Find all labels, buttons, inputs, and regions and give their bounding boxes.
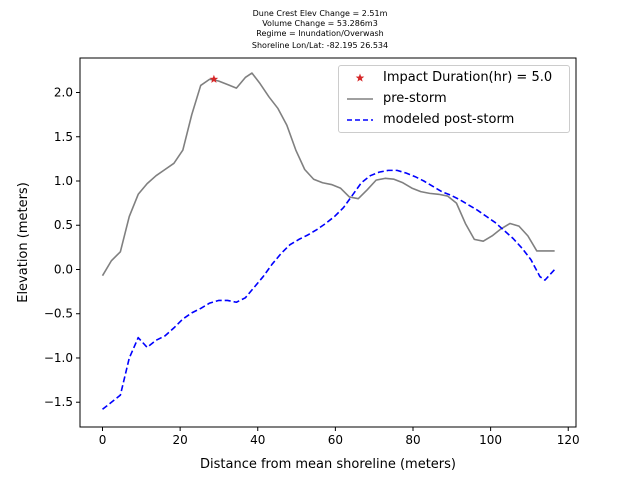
y-tick-label: 2.0 — [54, 86, 73, 100]
plot-frame — [79, 57, 577, 428]
x-tick-label: 20 — [172, 433, 187, 447]
title-line-4: Shoreline Lon/Lat: -82.195 26.534 — [251, 41, 389, 50]
legend-label: pre-storm — [383, 91, 447, 106]
series-layer — [101, 72, 556, 410]
y-tick-label: 1.5 — [54, 130, 73, 144]
x-axis: 0 20 40 60 80 100 120 — [99, 427, 580, 447]
series-line-post-storm — [102, 169, 556, 410]
y-tick-label: 1.0 — [54, 174, 73, 188]
y-tick-label: −0.5 — [44, 307, 73, 321]
legend: Impact Duration(hr) = 5.0 pre-storm mode… — [338, 65, 570, 133]
legend-label: modeled post-storm — [383, 112, 515, 127]
legend-label: Impact Duration(hr) = 5.0 — [383, 70, 553, 85]
x-tick-label: 100 — [479, 433, 502, 447]
x-tick-label: 40 — [250, 433, 265, 447]
y-axis: −1.5 −1.0 −0.5 0.0 0.5 1.0 1.5 2.0 — [44, 86, 80, 409]
dashed-line-icon — [347, 119, 373, 121]
y-tick-label: −1.0 — [44, 351, 73, 365]
solid-line-icon — [347, 98, 373, 100]
title-line-1: Dune Crest Elev Change = 2.51m — [252, 9, 388, 18]
y-tick-label: 0.0 — [54, 262, 73, 276]
x-tick-label: 80 — [405, 433, 420, 447]
y-tick-label: −1.5 — [44, 395, 73, 409]
y-tick-label: 0.5 — [54, 218, 73, 232]
title-line-3: Regime = Inundation/Overwash — [256, 29, 384, 38]
series-line-pre-storm — [101, 72, 555, 277]
title-line-2: Volume Change = 53.286m3 — [262, 19, 378, 28]
star-icon — [355, 73, 365, 82]
x-axis-label: Distance from mean shoreline (meters) — [200, 457, 456, 472]
x-tick-label: 120 — [557, 433, 580, 447]
y-axis-label: Elevation (meters) — [16, 182, 31, 303]
impact-marker — [209, 74, 219, 83]
x-tick-label: 60 — [328, 433, 343, 447]
x-tick-label: 0 — [99, 433, 107, 447]
